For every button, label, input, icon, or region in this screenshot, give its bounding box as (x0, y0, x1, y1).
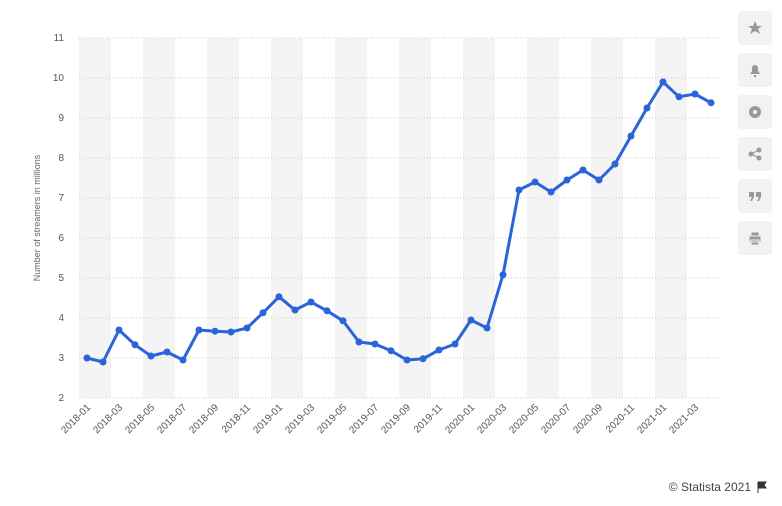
data-point (675, 93, 683, 101)
x-tick-label: 2018-07 (155, 402, 189, 436)
notify-button[interactable] (738, 53, 772, 87)
data-point (707, 99, 715, 107)
x-tick-label: 2019-05 (315, 402, 349, 436)
data-point (83, 354, 91, 362)
background-band (463, 38, 495, 398)
x-tick-label: 2018-05 (123, 402, 157, 436)
background-band (271, 38, 303, 398)
data-point (291, 306, 299, 314)
data-point (435, 346, 443, 354)
x-tick-label: 2020-09 (571, 402, 605, 436)
data-point (323, 307, 331, 315)
data-point (563, 176, 571, 184)
data-point (387, 347, 395, 355)
x-tick-label: 2018-01 (59, 402, 93, 436)
x-tick-label: 2019-03 (283, 402, 317, 436)
data-point (371, 340, 379, 348)
y-tick-label: 11 (54, 33, 65, 44)
flag-icon (757, 481, 767, 493)
data-point (339, 317, 347, 325)
chart: Number of streamers in millions 2 3 4 5 6 7 8 9… (32, 33, 719, 436)
x-tick-label: 2018-09 (187, 402, 221, 436)
data-point (115, 326, 123, 334)
x-tick-label: 2019-07 (347, 402, 381, 436)
data-point (403, 356, 411, 364)
x-tick-label: 2019-01 (251, 402, 285, 436)
data-point (451, 340, 459, 348)
x-tick-label: 2020-05 (507, 402, 541, 436)
data-point (627, 132, 635, 140)
x-tick-label: 2018-03 (91, 402, 125, 436)
background-band (655, 38, 687, 398)
data-point (179, 356, 187, 364)
x-tick-label: 2019-09 (379, 402, 413, 436)
data-point (211, 327, 219, 335)
background-band (79, 38, 111, 398)
y-axis-label: Number of streamers in millions (32, 154, 42, 281)
data-point (595, 176, 603, 184)
data-point (691, 90, 699, 98)
data-point (483, 324, 491, 332)
x-tick-label: 2018-11 (220, 402, 254, 436)
background-band (335, 38, 367, 398)
x-tick-label: 2021-03 (667, 402, 701, 436)
data-point (147, 352, 155, 360)
data-point (163, 348, 171, 356)
data-point (307, 298, 315, 306)
share-button[interactable] (738, 137, 772, 171)
print-button[interactable] (738, 221, 772, 255)
data-point (659, 78, 667, 86)
y-tick-label: 8 (58, 153, 64, 164)
data-line (86, 80, 712, 364)
x-tick-label: 2020-07 (539, 402, 573, 436)
data-point (195, 326, 203, 334)
data-point (259, 309, 267, 317)
data-point (643, 104, 651, 112)
data-point (611, 160, 619, 168)
settings-button[interactable] (738, 95, 772, 129)
background-band (399, 38, 431, 398)
data-point (467, 316, 475, 324)
data-point (499, 271, 507, 279)
background-band (207, 38, 239, 398)
y-tick-label: 5 (58, 273, 64, 284)
x-tick-label: 2019-11 (412, 402, 446, 436)
data-point (243, 324, 251, 332)
background-band (527, 38, 559, 398)
data-point (579, 166, 587, 174)
data-point (547, 188, 555, 196)
data-point (419, 355, 427, 363)
cite-button[interactable] (738, 179, 772, 213)
data-point (131, 341, 139, 349)
data-point (355, 338, 363, 346)
x-tick-label: 2020-03 (475, 402, 509, 436)
favorite-button[interactable] (738, 11, 772, 45)
data-point (515, 186, 523, 194)
background-band (591, 38, 623, 398)
y-tick-label: 6 (58, 233, 64, 244)
y-tick-label: 4 (58, 313, 64, 324)
source-text: © Statista 2021 (668, 480, 751, 494)
data-point (531, 178, 539, 186)
y-tick-label: 3 (58, 353, 64, 364)
x-tick-label: 2020-11 (604, 402, 638, 436)
data-point (99, 358, 107, 366)
y-tick-label: 2 (58, 393, 64, 404)
background-band (143, 38, 175, 398)
x-tick-label: 2021-01 (635, 402, 669, 436)
y-tick-label: 9 (58, 113, 64, 124)
y-tick-label: 7 (58, 193, 64, 204)
data-point (275, 293, 283, 301)
y-tick-label: 10 (53, 73, 65, 84)
x-tick-label: 2020-01 (443, 402, 477, 436)
source: © Statista 2021 (669, 480, 768, 494)
data-point (227, 328, 235, 336)
